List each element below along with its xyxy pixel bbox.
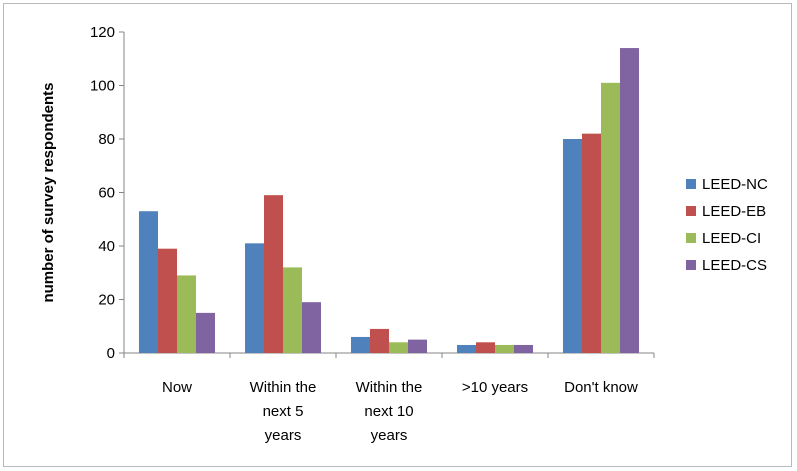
bar-leed-ci-2 [389,342,408,353]
bar-leed-ci-3 [495,344,514,353]
y-tick-label: 20 [98,292,115,309]
legend-label-leed-nc: LEED-NC [702,176,768,193]
y-tick-label: 80 [98,131,115,148]
y-tick-label: 60 [98,185,115,202]
bar-leed-nc-1 [245,243,264,353]
chart-frame [3,3,792,467]
x-category-label: >10 years [462,379,528,396]
legend-swatch-leed-eb [686,206,696,216]
bar-leed-nc-0 [139,211,158,353]
legend-label-leed-eb: LEED-EB [702,203,766,220]
bar-leed-nc-3 [457,344,476,353]
x-category-label: Within the [356,379,423,396]
bar-leed-ci-4 [601,82,620,353]
y-tick-label: 100 [90,78,115,95]
x-category-label: next 5 [263,403,304,420]
bar-leed-cs-1 [302,302,321,353]
x-category-label: years [265,427,302,444]
legend-swatch-leed-nc [686,179,696,189]
x-category-label: next 10 [364,403,413,420]
bar-leed-eb-0 [158,248,177,353]
legend-label-leed-cs: LEED-CS [702,257,767,274]
bar-leed-ci-0 [177,275,196,353]
y-tick-label: 40 [98,238,115,255]
x-category-label: Don't know [564,379,638,396]
x-category-label: Within the [250,379,317,396]
bar-leed-eb-1 [264,195,283,353]
legend-swatch-leed-ci [686,233,696,243]
x-category-label: years [371,427,408,444]
y-tick-label: 120 [90,24,115,41]
bar-leed-cs-3 [514,344,533,353]
y-tick-label: 0 [107,345,115,362]
bar-leed-nc-4 [563,139,582,353]
bar-leed-nc-2 [351,336,370,353]
legend-swatch-leed-cs [686,260,696,270]
bar-leed-eb-2 [370,328,389,353]
x-category-label: Now [162,379,192,396]
legend-label-leed-ci: LEED-CI [702,230,761,247]
bar-leed-ci-1 [283,267,302,353]
bar-leed-cs-4 [620,48,639,354]
bar-leed-eb-3 [476,342,495,353]
bar-leed-cs-0 [196,312,215,353]
bar-leed-eb-4 [582,133,601,353]
bar-leed-cs-2 [408,339,427,353]
y-axis-title: number of survey respondents [40,82,57,302]
